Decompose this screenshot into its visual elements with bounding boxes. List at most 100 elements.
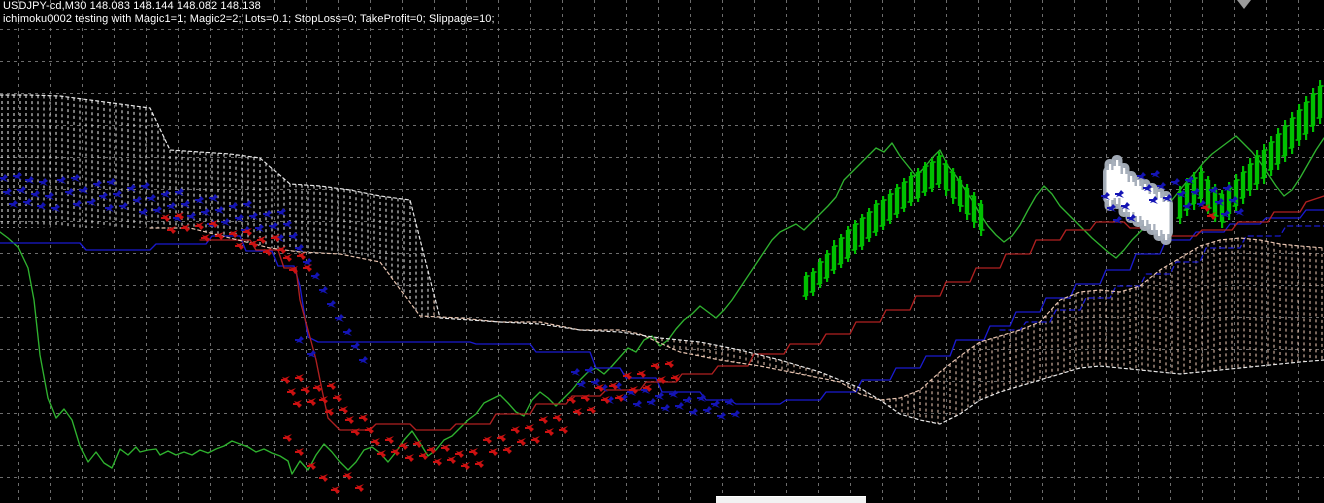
buy-arrow-marker[interactable] [161,190,170,198]
sell-arrow-marker[interactable] [447,456,456,464]
sell-arrow-marker[interactable] [377,450,386,458]
buy-arrow-marker[interactable] [725,398,734,406]
buy-arrow-marker[interactable] [141,182,150,190]
buy-arrow-marker[interactable] [229,202,238,210]
buy-arrow-marker[interactable] [307,350,316,358]
buy-arrow-marker[interactable] [655,392,664,400]
sell-arrow-marker[interactable] [601,396,610,404]
sell-arrow-marker[interactable] [609,382,618,390]
sell-arrow-marker[interactable] [365,426,374,434]
buy-arrow-marker[interactable] [1235,208,1244,216]
sell-arrow-marker[interactable] [489,448,498,456]
buy-arrow-marker[interactable] [1143,184,1152,192]
sell-arrow-marker[interactable] [271,234,280,242]
buy-arrow-marker[interactable] [187,212,196,220]
sell-arrow-marker[interactable] [303,264,312,272]
sell-arrow-marker[interactable] [559,426,568,434]
sell-arrow-marker[interactable] [539,416,548,424]
buy-arrow-marker[interactable] [295,336,304,344]
buy-arrow-marker[interactable] [119,202,128,210]
buy-arrow-marker[interactable] [311,272,320,280]
sell-arrow-marker[interactable] [263,248,272,256]
sell-arrow-marker[interactable] [567,396,576,404]
sell-arrow-marker[interactable] [553,414,562,422]
buy-arrow-marker[interactable] [1229,196,1238,204]
buy-arrow-marker[interactable] [1149,196,1158,204]
sell-arrow-marker[interactable] [391,448,400,456]
sell-arrow-marker[interactable] [665,360,674,368]
sell-arrow-marker[interactable] [201,234,210,242]
buy-arrow-marker[interactable] [731,410,740,418]
buy-arrow-marker[interactable] [585,366,594,374]
buy-arrow-marker[interactable] [1197,200,1206,208]
sell-arrow-marker[interactable] [511,426,520,434]
buy-arrow-marker[interactable] [133,196,142,204]
buy-arrow-marker[interactable] [1157,182,1166,190]
buy-arrow-marker[interactable] [3,188,12,196]
buy-arrow-marker[interactable] [79,186,88,194]
buy-arrow-marker[interactable] [87,198,96,206]
sell-arrow-marker[interactable] [319,396,328,404]
buy-arrow-marker[interactable] [25,176,34,184]
buy-arrow-marker[interactable] [1101,192,1110,200]
sell-arrow-marker[interactable] [295,448,304,456]
sell-arrow-marker[interactable] [427,446,436,454]
buy-arrow-marker[interactable] [703,406,712,414]
buy-arrow-marker[interactable] [17,186,26,194]
buy-arrow-marker[interactable] [1221,210,1230,218]
buy-arrow-marker[interactable] [175,188,184,196]
sell-arrow-marker[interactable] [433,458,442,466]
buy-arrow-marker[interactable] [627,388,636,396]
sell-arrow-marker[interactable] [345,416,354,424]
buy-arrow-marker[interactable] [249,212,258,220]
buy-arrow-marker[interactable] [23,198,32,206]
sell-arrow-marker[interactable] [503,446,512,454]
buy-arrow-marker[interactable] [1183,202,1192,210]
buy-arrow-marker[interactable] [51,204,60,212]
buy-arrow-marker[interactable] [113,190,122,198]
sell-arrow-marker[interactable] [301,386,310,394]
buy-arrow-marker[interactable] [359,356,368,364]
buy-arrow-marker[interactable] [207,220,216,228]
sell-arrow-marker[interactable] [181,224,190,232]
sell-arrow-marker[interactable] [339,406,348,414]
buy-arrow-marker[interactable] [1191,188,1200,196]
sell-arrow-marker[interactable] [325,408,334,416]
sell-arrow-marker[interactable] [1207,212,1216,220]
sell-arrow-marker[interactable] [281,376,290,384]
sell-arrow-marker[interactable] [531,436,540,444]
sell-arrow-marker[interactable] [475,460,484,468]
buy-arrow-marker[interactable] [173,214,182,222]
buy-arrow-marker[interactable] [105,204,114,212]
sell-arrow-marker[interactable] [651,362,660,370]
sell-arrow-marker[interactable] [287,388,296,396]
buy-arrow-marker[interactable] [1177,190,1186,198]
buy-arrow-marker[interactable] [1113,216,1122,224]
buy-arrow-marker[interactable] [275,234,284,242]
buy-arrow-marker[interactable] [327,300,336,308]
sell-arrow-marker[interactable] [215,232,224,240]
buy-arrow-marker[interactable] [1115,190,1124,198]
buy-arrow-marker[interactable] [107,178,116,186]
sell-arrow-marker[interactable] [1201,204,1210,212]
sell-arrow-marker[interactable] [307,398,316,406]
sell-arrow-marker[interactable] [419,452,428,460]
sell-arrow-marker[interactable] [581,394,590,402]
buy-arrow-marker[interactable] [633,400,642,408]
buy-arrow-marker[interactable] [73,200,82,208]
buy-arrow-marker[interactable] [1215,198,1224,206]
buy-arrow-marker[interactable] [319,286,328,294]
buy-arrow-marker[interactable] [343,328,352,336]
sell-arrow-marker[interactable] [371,438,380,446]
buy-arrow-marker[interactable] [93,180,102,188]
buy-arrow-marker[interactable] [661,404,670,412]
sell-arrow-marker[interactable] [643,384,652,392]
buy-arrow-marker[interactable] [269,222,278,230]
buy-arrow-marker[interactable] [127,184,136,192]
buy-arrow-marker[interactable] [641,386,650,394]
buy-arrow-marker[interactable] [1171,178,1180,186]
buy-arrow-marker[interactable] [153,206,162,214]
sell-arrow-marker[interactable] [343,472,352,480]
buy-arrow-marker[interactable] [283,220,292,228]
